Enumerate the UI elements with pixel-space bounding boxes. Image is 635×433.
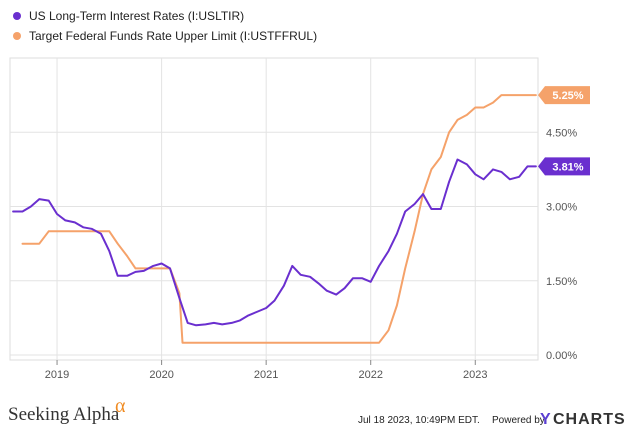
end-value-badge-shape [538,157,590,176]
series-line-1 [12,158,537,327]
series-line-2 [21,94,537,344]
y-tick-label: 3.00% [546,202,577,214]
end-value-badge-1: 3.81% [538,157,590,176]
y-tick-label: 1.50% [546,276,577,288]
legend-label-series-2: Target Federal Funds Rate Upper Limit (I… [29,29,317,43]
end-value-label: 5.25% [552,90,583,102]
end-value-label: 3.81% [552,161,583,173]
legend-label-series-1: US Long-Term Interest Rates (I:USLTIR) [29,9,244,23]
plot-frame [9,57,539,361]
seeking-alpha-logo-text: Seeking Alpha [8,404,120,425]
grid [10,58,538,360]
ycharts-logo-text: CHARTS [553,411,626,428]
end-value-badge-2: 5.25% [538,86,590,105]
x-tick-label: 2019 [45,369,69,381]
y-tick-label: 4.50% [546,127,577,139]
powered-by-label: Powered by [492,415,545,426]
x-tick-label: 2023 [463,369,487,381]
seeking-alpha-logo-mark: α [115,395,126,417]
footer: Seeking Alpha α Jul 18 2023, 10:49PM EDT… [8,395,626,428]
x-tick-label: 2020 [149,369,173,381]
x-tick-label: 2021 [254,369,278,381]
x-axis: 2019 2020 2021 2022 2023 [45,360,488,381]
end-value-badge-shape [538,86,590,105]
y-tick-label: 0.00% [546,350,577,362]
ycharts-logo-y: Y [540,411,552,428]
legend: US Long-Term Interest Rates (I:USLTIR) T… [13,9,317,43]
y-axis: 0.00% 1.50% 3.00% 4.50% [546,127,577,362]
x-tick-label: 2022 [358,369,382,381]
series-lines [12,94,537,344]
legend-marker-series-2 [13,32,21,40]
timestamp: Jul 18 2023, 10:49PM EDT. [358,415,480,426]
legend-marker-series-1 [13,12,21,20]
end-value-labels: 3.81% 5.25% [538,86,590,176]
